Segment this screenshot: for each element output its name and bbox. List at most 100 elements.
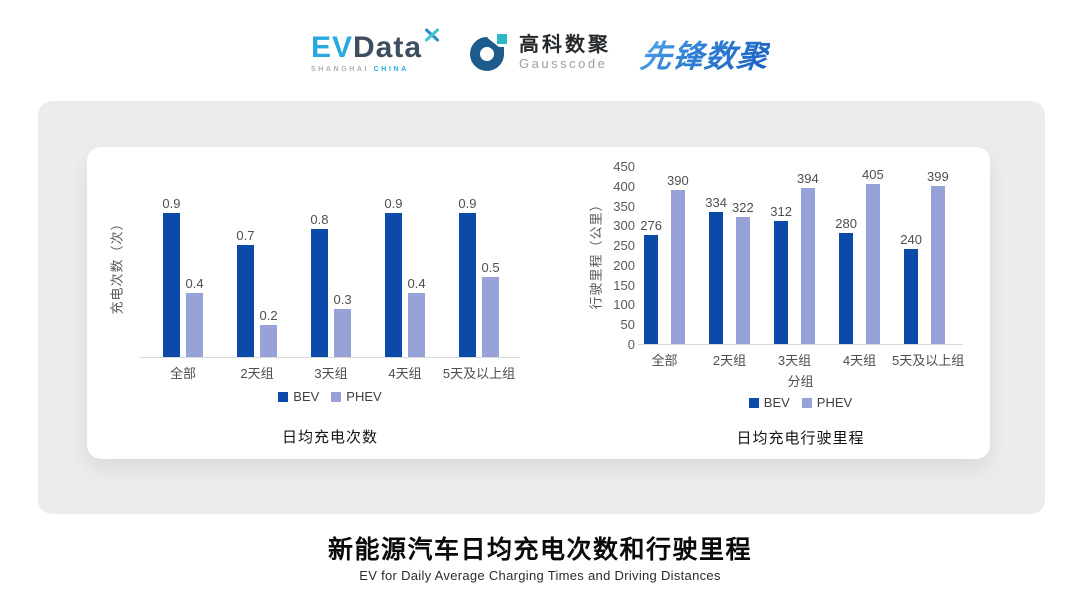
bar-value-label: 405 <box>862 166 884 182</box>
bar-group: 280 405 <box>827 167 892 344</box>
bar-wrap: 0.4 <box>186 277 204 357</box>
chart-legend: BEV PHEV <box>638 395 963 410</box>
y-tick-label: 350 <box>613 198 635 214</box>
bar-bev <box>774 220 789 344</box>
bar-bev <box>310 229 328 357</box>
y-tick-label: 250 <box>613 238 635 254</box>
y-tick-label: 150 <box>613 277 635 293</box>
bar-value-label: 312 <box>770 203 792 219</box>
plot-area: 0.9 0.4 0.7 0.2 0.8 0.3 0.9 0.4 0.9 0.5 <box>140 163 520 358</box>
y-axis-label: 充电次数（次） <box>109 216 125 315</box>
bev-swatch-icon <box>278 391 289 402</box>
bar-wrap: 0.9 <box>384 196 403 357</box>
bar-wrap: 276 <box>640 219 662 344</box>
bar-wrap: 399 <box>927 170 949 344</box>
evdata-data-text: Data <box>353 31 423 64</box>
gausscode-wordmark: 高科数聚 Gausscode <box>519 34 611 71</box>
legend-label-phev: PHEV <box>346 389 382 404</box>
phev-swatch-icon <box>801 397 812 408</box>
bar-phev <box>408 293 426 357</box>
bar-bev <box>458 213 476 357</box>
bar-value-label: 276 <box>640 217 662 233</box>
legend-item-phev: PHEV <box>331 389 382 404</box>
bar-phev <box>735 216 750 344</box>
legend-label-phev: PHEV <box>816 395 853 410</box>
bar-group: 334 322 <box>697 167 762 344</box>
bar-wrap: 0.9 <box>458 196 477 357</box>
chart-caption: 日均充电行驶里程 <box>736 430 865 447</box>
bar-value-label: 0.9 <box>458 196 477 211</box>
legend-label-bev: BEV <box>293 389 320 404</box>
bar-value-label: 280 <box>835 216 857 232</box>
bar-group: 276 390 <box>632 167 697 344</box>
x-tick-label: 全部 <box>651 353 678 368</box>
evdata-logo: EV Data SHANGHAI CHINA <box>310 28 440 73</box>
legend-item-bev: BEV <box>748 395 790 410</box>
bar-bev <box>709 211 724 344</box>
bar-value-label: 399 <box>927 169 949 185</box>
evdata-subtext: SHANGHAI CHINA <box>310 66 409 73</box>
gausscode-cn-text: 高科数聚 <box>519 34 612 57</box>
evdata-wordmark: EV Data <box>311 28 440 64</box>
bar-wrap: 0.9 <box>162 196 181 357</box>
chart-card: 充电次数（次） 0.9 0.4 0.7 0.2 0.8 0.3 0.9 0.4 0.9 0.5 B… <box>87 147 990 459</box>
chart-caption: 日均充电次数 <box>281 429 378 446</box>
bar-group: 312 394 <box>762 167 827 344</box>
y-tick-label: 100 <box>613 297 635 313</box>
chart-driving-distance: 行驶里程（公里） 276 390 334 322 312 394 280 405 240 399 … <box>545 155 990 455</box>
bar-wrap: 322 <box>732 201 754 344</box>
bar-value-label: 0.8 <box>310 212 329 227</box>
bar-phev <box>482 277 500 357</box>
x-tick-label: 4天组 <box>842 353 877 368</box>
plot-area: 276 390 334 322 312 394 280 405 240 399 <box>638 167 963 345</box>
page-title: 新能源汽车日均充电次数和行驶里程 <box>327 536 752 564</box>
bar-wrap: 405 <box>862 168 884 344</box>
bar-value-label: 0.9 <box>162 196 181 211</box>
bar-bev <box>384 213 402 357</box>
bar-wrap: 0.7 <box>236 228 255 357</box>
gausscode-en-text: Gausscode <box>519 56 608 72</box>
legend-item-bev: BEV <box>278 389 319 404</box>
bar-value-label: 0.2 <box>259 308 278 323</box>
bar-value-label: 240 <box>900 232 922 248</box>
bar-group: 240 399 <box>892 167 957 344</box>
sparkle-icon <box>424 27 440 47</box>
legend-item-phev: PHEV <box>801 395 853 410</box>
x-tick-label: 5天及以上组 <box>892 353 965 368</box>
bar-value-label: 0.9 <box>384 196 403 211</box>
bar-bev <box>839 233 854 344</box>
x-tick-label: 4天组 <box>388 366 422 381</box>
pioneer-logo: 先锋数聚 <box>638 31 772 76</box>
bar-phev <box>334 309 352 357</box>
bar-phev <box>930 186 945 344</box>
bar-wrap: 0.4 <box>408 277 426 357</box>
bar-phev <box>865 183 880 344</box>
bar-value-label: 322 <box>732 199 754 215</box>
x-tick-label: 2天组 <box>240 366 274 381</box>
x-tick-label: 3天组 <box>314 366 348 381</box>
bev-swatch-icon <box>748 397 759 408</box>
bar-value-label: 0.5 <box>481 260 500 275</box>
phev-swatch-icon <box>331 391 342 402</box>
bar-group: 0.9 0.5 <box>442 163 516 357</box>
y-tick-label: 50 <box>620 317 635 333</box>
bar-phev <box>670 189 685 344</box>
x-axis-label: 分组 <box>787 374 814 389</box>
bar-phev <box>800 188 815 344</box>
x-tick-label: 2天组 <box>712 353 747 368</box>
bar-wrap: 394 <box>797 172 819 344</box>
gray-panel: 充电次数（次） 0.9 0.4 0.7 0.2 0.8 0.3 0.9 0.4 0.9 0.5 B… <box>38 101 1045 514</box>
bar-phev <box>260 325 278 357</box>
bar-wrap: 0.8 <box>310 212 329 357</box>
bar-wrap: 334 <box>705 196 727 344</box>
bar-value-label: 0.7 <box>236 228 255 243</box>
bar-group: 0.7 0.2 <box>220 163 294 357</box>
bar-value-label: 334 <box>705 194 727 210</box>
bar-wrap: 0.5 <box>482 261 500 357</box>
x-tick-label: 3天组 <box>777 353 812 368</box>
bar-value-label: 394 <box>797 171 819 187</box>
gausscode-logo: 高科数聚 Gausscode <box>470 26 611 73</box>
x-tick-label: 5天及以上组 <box>442 366 516 381</box>
bar-wrap: 280 <box>835 217 857 344</box>
y-tick-label: 400 <box>613 178 635 194</box>
